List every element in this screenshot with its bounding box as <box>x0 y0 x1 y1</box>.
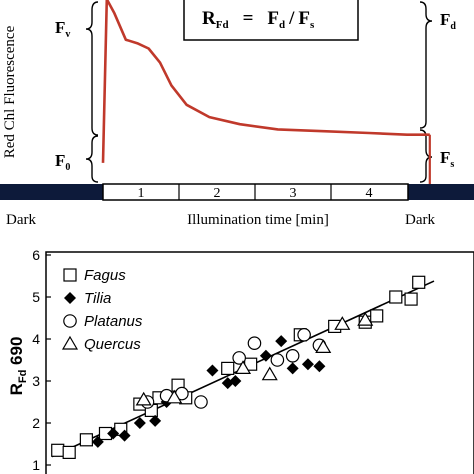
kinetic-xlabel: Illumination time [min] <box>187 212 329 228</box>
legend-label-tilia: Tilia <box>84 290 111 307</box>
legend-marker-platanus <box>63 314 77 328</box>
scatter-point-fagus <box>79 433 93 447</box>
formula-box: RFd = Fd / Fs <box>183 0 359 41</box>
scatter-point-quercus <box>315 339 332 353</box>
scatter-point-quercus <box>135 391 152 406</box>
scatter-point-fagus <box>370 309 384 323</box>
scatter-yaxis: 1 2 3 4 5 6 <box>32 247 51 473</box>
scatter-point-tilia <box>149 414 162 427</box>
formula-text: RFd = Fd / Fs <box>202 8 315 31</box>
scatter-point-fagus <box>389 290 403 304</box>
fd-brace <box>419 1 433 129</box>
legend-label-fagus: Fagus <box>84 267 126 284</box>
scatter-point-quercus <box>357 311 374 326</box>
kinetic-curve-line <box>101 0 430 163</box>
scatter-point-fagus <box>51 443 65 457</box>
legend-label-quercus: Quercus <box>84 336 141 353</box>
scatter-point-platanus <box>194 395 208 409</box>
scatter-ylabel: RFd 690 <box>7 337 29 396</box>
scatter-panel: 1 2 3 4 5 6 RFd 690 Fagus Tilia Platanus Quercus <box>7 247 474 474</box>
scatter-point-tilia <box>118 429 131 442</box>
fs-label: Fs <box>440 148 454 170</box>
scatter-point-fagus <box>62 445 76 459</box>
scatter-point-fagus <box>412 275 426 289</box>
scatter-point-tilia <box>206 364 219 377</box>
kinetic-plot <box>101 0 431 184</box>
scatter-point-tilia <box>286 362 299 375</box>
legend-marker-tilia <box>64 292 76 304</box>
scatter-point-quercus <box>166 389 183 404</box>
ytick-label: 1 <box>32 457 40 473</box>
scatter-point-tilia <box>301 358 314 371</box>
scatter-point-quercus <box>334 316 351 330</box>
ytick-label: 5 <box>32 289 40 305</box>
time-bar: 1 2 3 4 <box>0 183 474 201</box>
scatter-point-quercus <box>261 366 278 381</box>
ytick-label: 6 <box>32 247 40 263</box>
time-seg-1: 1 <box>138 186 145 201</box>
time-seg-3: 3 <box>290 186 297 201</box>
scatter-point-tilia <box>107 427 120 440</box>
scatter-point-quercus <box>234 360 252 374</box>
scatter-point-platanus <box>247 336 262 350</box>
dark-right-label: Dark <box>405 212 435 228</box>
ytick-label: 4 <box>32 331 40 347</box>
time-seg-2: 2 <box>214 186 221 201</box>
kinetic-panel: Red Chl Fluorescence RFd = Fd / Fs Fv F0 Fd … <box>0 0 474 228</box>
scatter-plot <box>51 275 435 459</box>
scatter-point-fagus <box>221 361 235 375</box>
scatter-point-tilia <box>133 417 146 429</box>
scatter-point-platanus <box>270 353 285 367</box>
f0-label: F0 <box>55 151 70 173</box>
scatter-point-platanus <box>297 327 311 342</box>
scatter-point-tilia <box>275 335 288 348</box>
scatter-point-tilia <box>259 349 272 362</box>
dark-left-label: Dark <box>6 212 36 228</box>
scatter-point-fagus <box>404 292 418 306</box>
scatter-point-platanus <box>285 348 300 363</box>
fd-label: Fd <box>440 10 456 32</box>
scatter-point-tilia <box>229 375 242 387</box>
legend-marker-quercus <box>61 335 79 350</box>
scatter-legend: Fagus Tilia Platanus Quercus <box>61 267 143 353</box>
ytick-label: 3 <box>32 373 40 389</box>
dark-bar-right <box>408 184 474 200</box>
scatter-frame <box>45 251 474 474</box>
fv-label: Fv <box>55 18 70 40</box>
fv-brace <box>85 1 99 136</box>
scatter-point-tilia <box>313 360 326 373</box>
legend-marker-fagus <box>63 268 77 282</box>
dark-bar-left <box>0 184 103 200</box>
ytick-label: 2 <box>32 415 40 431</box>
kinetic-ylabel: Red Chl Fluorescence <box>2 25 18 158</box>
scatter-point-tilia <box>91 435 104 448</box>
f0-brace <box>85 135 99 183</box>
scatter-point-platanus <box>232 351 246 365</box>
time-seg-4: 4 <box>366 186 373 201</box>
legend-label-platanus: Platanus <box>84 313 143 330</box>
